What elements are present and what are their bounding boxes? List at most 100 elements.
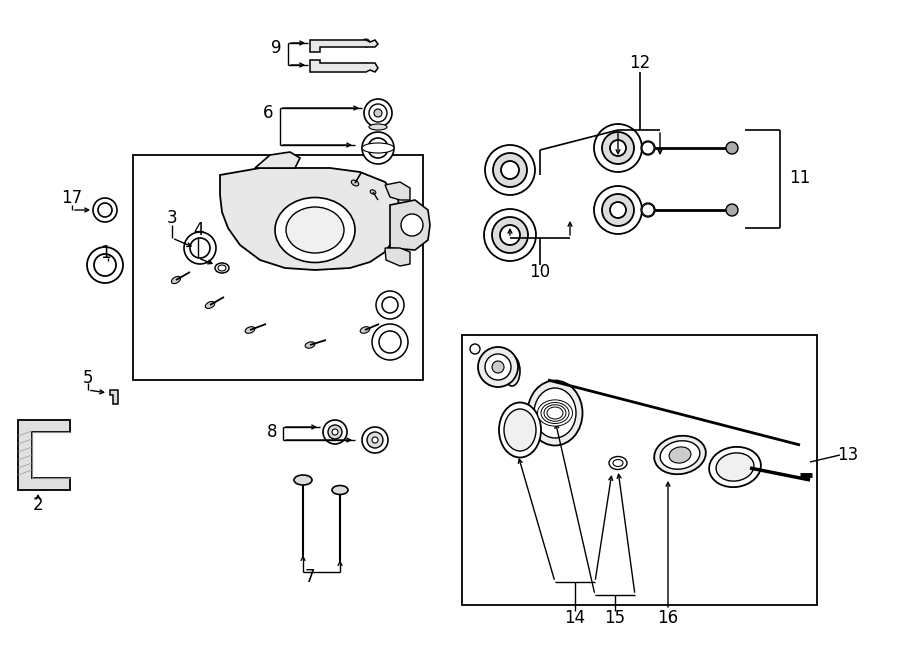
Circle shape — [372, 324, 408, 360]
Circle shape — [93, 198, 117, 222]
Polygon shape — [310, 40, 378, 52]
Circle shape — [594, 186, 642, 234]
Ellipse shape — [654, 436, 706, 474]
Ellipse shape — [504, 409, 536, 451]
Text: 12: 12 — [629, 54, 651, 72]
Ellipse shape — [171, 276, 181, 284]
Ellipse shape — [609, 457, 627, 469]
Circle shape — [362, 427, 388, 453]
Circle shape — [382, 297, 398, 313]
Ellipse shape — [275, 198, 355, 262]
Polygon shape — [255, 152, 300, 168]
Polygon shape — [18, 420, 70, 490]
Circle shape — [184, 232, 216, 264]
Text: 14: 14 — [564, 609, 586, 627]
Ellipse shape — [534, 388, 576, 438]
Circle shape — [493, 153, 527, 187]
Circle shape — [328, 425, 342, 439]
Circle shape — [726, 204, 738, 216]
Ellipse shape — [369, 124, 387, 130]
Text: 3: 3 — [166, 209, 177, 227]
Circle shape — [98, 203, 112, 217]
Ellipse shape — [661, 441, 700, 469]
Ellipse shape — [669, 447, 691, 463]
Ellipse shape — [641, 203, 655, 217]
Ellipse shape — [286, 207, 344, 253]
Ellipse shape — [613, 459, 623, 467]
Circle shape — [367, 432, 383, 448]
Circle shape — [362, 132, 394, 164]
Text: 7: 7 — [305, 568, 315, 586]
Circle shape — [40, 480, 50, 490]
Ellipse shape — [294, 475, 312, 485]
Circle shape — [726, 142, 738, 154]
Bar — [462, 335, 817, 605]
Ellipse shape — [205, 301, 215, 309]
Polygon shape — [310, 60, 378, 72]
Circle shape — [369, 104, 387, 122]
Text: 4: 4 — [193, 221, 203, 239]
Ellipse shape — [362, 143, 394, 153]
Ellipse shape — [215, 263, 229, 273]
Circle shape — [368, 138, 388, 158]
Text: 1: 1 — [100, 244, 111, 262]
Ellipse shape — [527, 381, 582, 446]
Text: 5: 5 — [83, 369, 94, 387]
Circle shape — [492, 217, 528, 253]
Text: 15: 15 — [605, 609, 626, 627]
Circle shape — [190, 238, 210, 258]
Ellipse shape — [537, 400, 572, 426]
Ellipse shape — [641, 141, 655, 155]
Circle shape — [501, 161, 519, 179]
Ellipse shape — [541, 403, 569, 424]
Text: 10: 10 — [529, 263, 551, 281]
Polygon shape — [385, 248, 410, 266]
Polygon shape — [110, 390, 118, 404]
Ellipse shape — [360, 327, 370, 333]
Circle shape — [485, 354, 511, 380]
Circle shape — [362, 39, 370, 47]
Bar — [133, 155, 423, 380]
Ellipse shape — [351, 180, 359, 186]
Ellipse shape — [305, 342, 315, 348]
Circle shape — [500, 225, 520, 245]
Text: 6: 6 — [263, 104, 274, 122]
Circle shape — [478, 347, 518, 387]
Circle shape — [323, 420, 347, 444]
Text: 9: 9 — [271, 39, 281, 57]
Circle shape — [485, 145, 535, 195]
Circle shape — [492, 361, 504, 373]
Text: 17: 17 — [61, 189, 83, 207]
Text: 8: 8 — [266, 423, 277, 441]
Text: 16: 16 — [657, 609, 679, 627]
Polygon shape — [220, 168, 400, 270]
Text: 2: 2 — [32, 496, 43, 514]
Circle shape — [379, 331, 401, 353]
Circle shape — [610, 202, 626, 218]
Circle shape — [364, 99, 392, 127]
Circle shape — [610, 140, 626, 156]
Polygon shape — [385, 182, 410, 200]
Circle shape — [642, 142, 654, 154]
Text: 11: 11 — [789, 169, 811, 187]
Circle shape — [602, 132, 634, 164]
Ellipse shape — [218, 265, 226, 271]
Circle shape — [470, 344, 480, 354]
Circle shape — [602, 194, 634, 226]
Ellipse shape — [499, 403, 541, 457]
Circle shape — [332, 429, 338, 435]
Polygon shape — [390, 200, 430, 250]
Circle shape — [374, 109, 382, 117]
Circle shape — [94, 254, 116, 276]
Circle shape — [376, 291, 404, 319]
Circle shape — [362, 63, 370, 71]
Circle shape — [372, 437, 378, 443]
Ellipse shape — [716, 453, 754, 481]
Ellipse shape — [709, 447, 760, 487]
Circle shape — [484, 209, 536, 261]
Circle shape — [594, 124, 642, 172]
Text: 13: 13 — [837, 446, 859, 464]
Ellipse shape — [370, 190, 376, 194]
Circle shape — [87, 247, 123, 283]
Circle shape — [642, 204, 654, 216]
